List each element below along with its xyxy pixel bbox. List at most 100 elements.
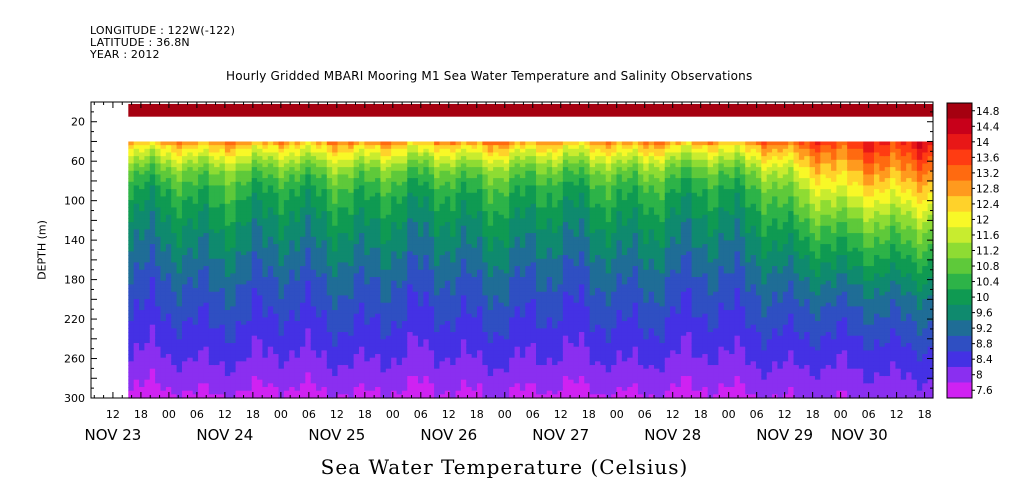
heatmap-cell — [155, 317, 162, 322]
heatmap-cell — [385, 233, 392, 238]
heatmap-cell — [181, 236, 188, 242]
heatmap-cell — [257, 288, 264, 293]
heatmap-cell — [396, 368, 403, 373]
heatmap-cell — [326, 247, 333, 252]
heatmap-cell — [165, 335, 172, 340]
heatmap-cell — [198, 222, 205, 227]
heatmap-cell — [187, 332, 194, 337]
heatmap-cell — [128, 273, 135, 278]
heatmap-cell — [139, 346, 146, 351]
heatmap-cell — [246, 328, 253, 333]
heatmap-cell — [353, 244, 360, 249]
heatmap-cell — [149, 350, 156, 355]
heatmap-cell — [251, 214, 258, 220]
heatmap-cell — [192, 372, 199, 377]
heatmap-cell — [412, 328, 419, 333]
heatmap-cell — [471, 225, 478, 231]
heatmap-cell — [181, 350, 188, 355]
heatmap-cell — [289, 240, 296, 245]
heatmap-cell — [450, 244, 457, 249]
heatmap-cell — [257, 343, 264, 348]
heatmap-cell — [450, 310, 457, 315]
heatmap-cell — [423, 203, 430, 209]
heatmap-cell — [192, 332, 199, 337]
heatmap-cell — [262, 167, 269, 172]
heatmap-cell — [375, 387, 382, 392]
heatmap-cell — [358, 159, 365, 165]
heatmap-cell — [262, 328, 269, 333]
heatmap-cell — [128, 196, 135, 201]
heatmap-cell — [283, 394, 290, 399]
heatmap-cell — [251, 181, 258, 187]
heatmap-cell — [450, 277, 457, 282]
heatmap-cell — [155, 328, 162, 333]
heatmap-cell — [165, 339, 172, 344]
heatmap-cell — [455, 346, 462, 351]
heatmap-cell — [434, 302, 441, 307]
heatmap-cell — [289, 350, 296, 355]
heatmap-cell — [455, 280, 462, 285]
heatmap-cell — [283, 266, 290, 271]
heatmap-cell — [337, 189, 344, 194]
heatmap-cell — [171, 229, 178, 234]
heatmap-cell — [316, 211, 323, 216]
heatmap-cell — [321, 266, 328, 271]
heatmap-cell — [493, 185, 500, 190]
heatmap-cell — [428, 200, 435, 205]
heatmap-cell — [391, 346, 398, 351]
heatmap-cell — [477, 376, 483, 381]
heatmap-cell — [214, 324, 221, 329]
heatmap-cell — [455, 178, 462, 183]
heatmap-cell — [364, 207, 371, 212]
heatmap-cell — [509, 167, 516, 172]
heatmap-cell — [278, 383, 285, 388]
heatmap-cell — [418, 236, 424, 242]
heatmap-cell — [401, 233, 408, 238]
heatmap-cell — [460, 390, 467, 395]
heatmap-cell — [160, 339, 167, 344]
heatmap-cell — [294, 222, 301, 227]
heatmap-cell — [144, 240, 151, 245]
heatmap-cell — [203, 372, 210, 377]
heatmap-cell — [246, 269, 253, 274]
heatmap-cell — [477, 196, 483, 201]
heatmap-cell — [203, 321, 210, 326]
heatmap-cell — [251, 156, 258, 161]
heatmap-cell — [246, 185, 253, 190]
heatmap-cell — [133, 218, 140, 223]
heatmap-cell — [235, 306, 242, 311]
heatmap-cell — [133, 225, 140, 231]
heatmap-cell — [477, 269, 483, 274]
heatmap-cell — [401, 273, 408, 278]
heatmap-cell — [482, 214, 489, 220]
heatmap-cell — [171, 291, 178, 296]
heatmap-cell — [342, 247, 349, 252]
heatmap-cell — [503, 145, 510, 150]
heatmap-cell — [267, 379, 274, 384]
heatmap-cell — [375, 317, 382, 322]
heatmap-cell — [144, 266, 151, 271]
heatmap-cell — [144, 141, 151, 146]
heatmap-cell — [149, 266, 156, 271]
heatmap-cell — [240, 328, 247, 333]
heatmap-cell — [482, 313, 489, 318]
heatmap-cell — [375, 178, 382, 183]
heatmap-cell — [380, 233, 387, 238]
heatmap-cell — [316, 379, 323, 384]
heatmap-cell — [203, 247, 210, 252]
heatmap-cell — [460, 152, 467, 157]
heatmap-cell — [321, 280, 328, 285]
heatmap-cell — [219, 357, 226, 362]
heatmap-cell — [460, 310, 467, 315]
heatmap-cell — [219, 141, 226, 146]
heatmap-cell — [439, 203, 446, 209]
heatmap-cell — [144, 321, 151, 326]
heatmap-cell — [160, 328, 167, 333]
heatmap-cell — [192, 225, 199, 231]
heatmap-cell — [439, 321, 446, 326]
heatmap-cell — [144, 145, 151, 150]
heatmap-cell — [310, 229, 317, 234]
heatmap-cell — [353, 148, 360, 154]
heatmap-cell — [342, 350, 349, 355]
heatmap-cell — [155, 306, 162, 311]
